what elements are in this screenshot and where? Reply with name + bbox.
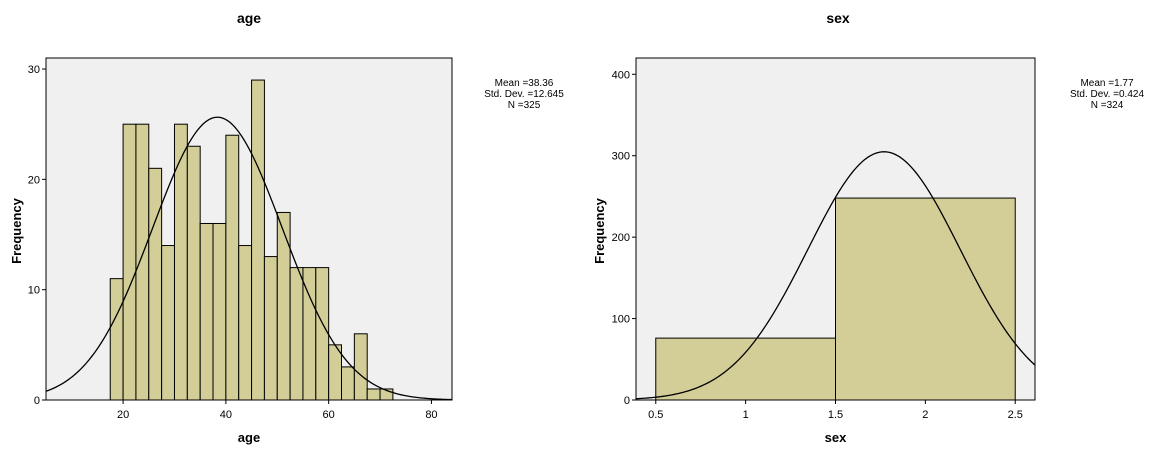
y-axis-label: Frequency: [592, 197, 607, 264]
x-axis-label: age: [238, 430, 260, 445]
stat-mean: Mean =1.77: [1080, 78, 1134, 89]
histogram-bar: [366, 388, 381, 401]
histogram-bar: [835, 197, 1016, 401]
normal-curve: [45, 116, 453, 401]
x-tick-label: 1: [743, 409, 749, 421]
y-axis-label: Frequency: [9, 197, 24, 264]
stat-n: N =324: [1091, 100, 1124, 111]
stat-mean: Mean =38.36: [495, 78, 554, 89]
y-tick-label: 0: [624, 395, 630, 407]
normal-curve: [635, 151, 1036, 400]
histogram-bar: [315, 267, 330, 401]
stat-std-dev: Std. Dev. =0.424: [1070, 89, 1144, 100]
histogram-bar: [199, 222, 214, 401]
x-tick-label: 20: [117, 409, 129, 421]
plot-frame: [45, 57, 453, 401]
histogram-bar: [341, 366, 355, 401]
histogram-bar: [212, 222, 227, 401]
chart-title: sex: [826, 10, 850, 26]
chart-title: age: [237, 10, 261, 26]
x-tick-label: 1.5: [828, 409, 843, 421]
histogram-bar: [161, 245, 175, 401]
y-tick-label: 0: [34, 395, 40, 407]
histogram-bar: [276, 211, 291, 401]
x-tick-label: 40: [220, 409, 232, 421]
y-tick-label: 10: [28, 285, 40, 297]
stat-n: N =325: [508, 100, 541, 111]
y-tick-label: 200: [612, 232, 630, 244]
x-tick-label: 80: [425, 409, 437, 421]
y-tick-label: 400: [612, 69, 630, 81]
histogram-bar: [173, 123, 188, 401]
histogram-bar: [328, 344, 343, 401]
histogram-bar: [122, 123, 137, 401]
x-tick-label: 2.5: [1008, 409, 1023, 421]
histogram-bar: [263, 256, 278, 401]
histogram-bar: [109, 278, 124, 401]
histogram-bar: [251, 79, 265, 401]
stat-std-dev: Std. Dev. =12.645: [484, 89, 564, 100]
histogram-bar: [302, 267, 317, 401]
y-tick-label: 20: [28, 174, 40, 186]
histogram-bar: [238, 245, 253, 401]
x-axis-label: sex: [825, 430, 847, 445]
histogram-bar: [148, 167, 163, 401]
y-tick-label: 100: [612, 314, 630, 326]
x-tick-label: 2: [922, 409, 928, 421]
histogram-bar: [655, 337, 836, 401]
histogram-bar: [289, 267, 304, 401]
histogram-bar: [353, 333, 368, 401]
histogram-bar: [186, 145, 201, 401]
histogram-bar: [225, 134, 240, 401]
x-tick-label: 0.5: [648, 409, 663, 421]
x-tick-label: 60: [323, 409, 335, 421]
histogram-bar: [135, 123, 150, 401]
y-tick-label: 30: [28, 64, 40, 76]
y-tick-label: 300: [612, 151, 630, 163]
